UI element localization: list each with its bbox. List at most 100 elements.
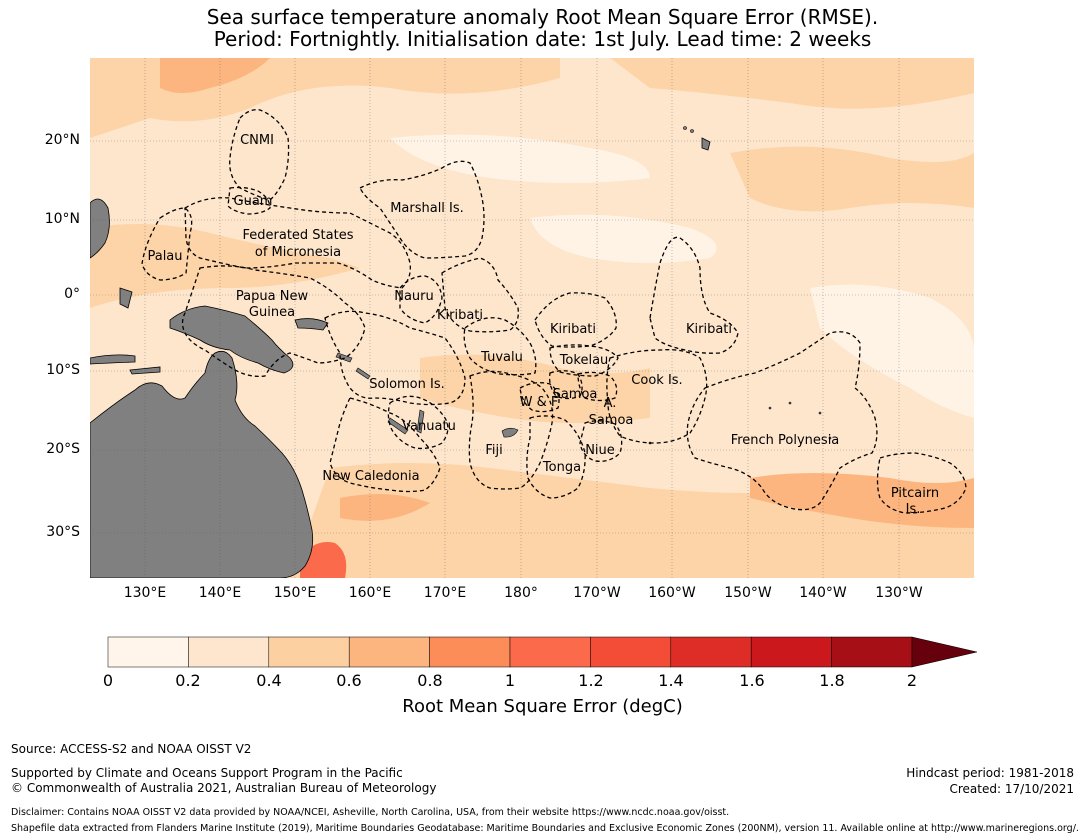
region-label-niue: Niue — [585, 443, 615, 458]
region-label-kiribati-phoenix: Kiribati — [550, 322, 596, 337]
region-label-fsm-line1: Federated States — [243, 228, 354, 243]
eez-png — [181, 265, 366, 378]
eez-niue — [579, 420, 623, 462]
eez-wallis-futuna — [519, 382, 560, 413]
rmse-field-light — [390, 134, 974, 418]
region-label-american-samoa: Samoa — [589, 413, 634, 428]
lat-label-20s: 20°S — [46, 441, 80, 457]
colorbar-tick-1: 1 — [504, 671, 516, 690]
colorbar-segment-2 — [268, 636, 350, 668]
land — [90, 137, 711, 578]
eez-boundaries — [141, 109, 967, 514]
region-label-pitcairn-line1: Pitcairn — [891, 486, 939, 501]
colorbar-tick-1-8: 1.8 — [819, 671, 845, 690]
colorbar-segment-1 — [188, 636, 270, 668]
region-label-vanuatu: Vanuatu — [402, 419, 456, 434]
eez-marshall — [359, 160, 485, 259]
eez-kiribati-phoenix — [534, 292, 617, 348]
lat-label-30s: 30°S — [46, 524, 80, 540]
colorbar-segment-0 — [107, 636, 189, 668]
lat-label-0: 0° — [64, 286, 80, 302]
region-label-guam: Guam — [234, 194, 273, 209]
colorbar-tick-1-6: 1.6 — [739, 671, 765, 690]
colorbar-segment-4 — [429, 636, 511, 668]
philippines-landmass — [90, 198, 110, 259]
eez-fiji — [468, 370, 554, 490]
region-label-cnmi: CNMI — [240, 133, 274, 148]
lon-label-130w: 130°W — [875, 585, 923, 601]
colorbar-segment-6 — [590, 636, 672, 668]
colorbar-tick-2: 2 — [906, 671, 918, 690]
australia-landmass — [90, 350, 314, 578]
eez-solomon — [324, 310, 466, 406]
region-label-tokelau: Tokelau — [559, 353, 609, 368]
region-label-marshall: Marshall Is. — [390, 201, 464, 216]
eez-fsm — [184, 197, 411, 289]
rmse-map: CNMI Guam Marshall Is. Palau Federated S… — [90, 58, 974, 578]
small-islands — [335, 126, 832, 445]
lon-label-140w: 140°W — [799, 585, 847, 601]
region-label-fiji: Fiji — [485, 443, 502, 458]
indonesia-landmass — [90, 354, 136, 365]
lat-label-10s: 10°S — [46, 362, 80, 378]
colorbar-tick-0-4: 0.4 — [256, 671, 282, 690]
footer-copyright: © Commonwealth of Australia 2021, Austra… — [11, 781, 437, 795]
colorbar-segment-3 — [348, 636, 430, 668]
footer-created-date: Created: 17/10/2021 — [949, 782, 1074, 796]
lon-label-170w: 170°W — [573, 585, 621, 601]
colorbar-tick-0: 0 — [102, 671, 114, 690]
lat-label-20n: 20°N — [44, 132, 80, 148]
region-label-samoa: Samoa — [553, 387, 598, 402]
eez-tuvalu — [463, 317, 537, 376]
colorbar-extend-arrow — [911, 636, 978, 668]
chart-title-line1: Sea surface temperature anomaly Root Mea… — [206, 5, 879, 29]
eez-kiribati-line — [649, 236, 739, 354]
new-britain-landmass — [294, 318, 329, 331]
region-label-kiribati-line: Kiribati — [686, 322, 732, 337]
eez-vanuatu — [387, 395, 449, 450]
eez-palau — [141, 207, 193, 281]
footer-supported: Supported by Climate and Oceans Support … — [11, 766, 403, 780]
eez-american-samoa — [577, 371, 618, 402]
eez-samoa — [548, 370, 583, 400]
eez-cnmi — [229, 109, 290, 201]
region-label-png-line1: Papua New — [236, 289, 309, 304]
colorbar-tick-1-2: 1.2 — [578, 671, 604, 690]
colorbar-tick-0-2: 0.2 — [175, 671, 201, 690]
fiji-island — [501, 427, 519, 438]
region-label-solomon: Solomon Is. — [369, 377, 445, 392]
chart-title-line2: Period: Fortnightly. Initialisation date… — [213, 27, 872, 51]
footer-hindcast-period: Hindcast period: 1981-2018 — [906, 766, 1074, 780]
lon-label-170e: 170°E — [423, 585, 467, 601]
eez-tonga — [526, 415, 586, 499]
colorbar-segment-8 — [750, 636, 832, 668]
new-guinea-landmass — [169, 305, 294, 374]
lon-label-150w: 150°W — [724, 585, 772, 601]
footer-disclaimer: Disclaimer: Contains NOAA OISST V2 data … — [11, 807, 730, 818]
region-label-french-polynesia: French Polynesia — [731, 433, 840, 448]
region-label-kiribati-gilbert: Kiribati — [437, 308, 483, 323]
lon-label-140e: 140°E — [198, 585, 242, 601]
colorbar-segment-9 — [831, 636, 913, 668]
region-label-tonga: Tonga — [542, 460, 581, 475]
region-label-new-caledonia: New Caledonia — [322, 469, 419, 484]
region-labels: CNMI Guam Marshall Is. Palau Federated S… — [147, 133, 939, 517]
sulawesi-landmass — [119, 287, 133, 309]
eez-new-caledonia — [329, 397, 441, 493]
colorbar-label: Root Mean Square Error (degC) — [402, 696, 683, 717]
region-label-wallis-futuna: W & F — [520, 395, 559, 410]
region-label-fsm-line2: of Micronesia — [255, 245, 341, 260]
colorbar-segment-5 — [509, 636, 591, 668]
eez-guam — [227, 186, 271, 215]
region-label-png-line2: Guinea — [249, 305, 295, 320]
eez-french-polynesia — [686, 331, 878, 511]
region-label-american-samoa-a: A. — [604, 396, 617, 411]
region-label-tuvalu: Tuvalu — [480, 350, 523, 365]
colorbar — [107, 636, 978, 668]
region-label-cook: Cook Is. — [631, 373, 682, 388]
lon-label-180: 180° — [504, 585, 538, 601]
lon-label-130e: 130°E — [123, 585, 167, 601]
eez-cook-islands — [606, 349, 708, 444]
lon-label-160w: 160°W — [648, 585, 696, 601]
region-label-nauru: Nauru — [394, 289, 434, 304]
